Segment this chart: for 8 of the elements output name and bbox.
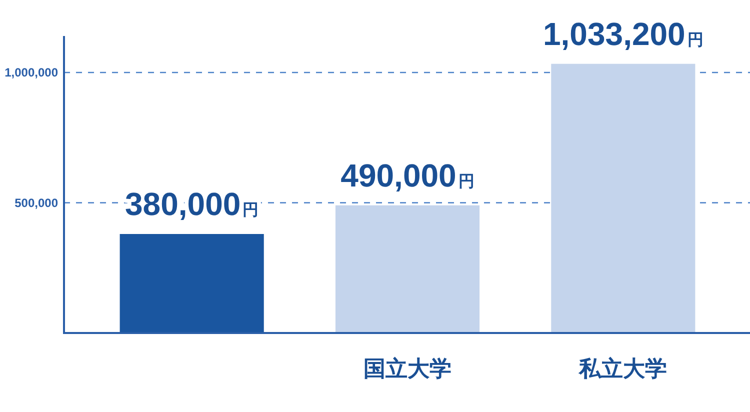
y-tick-label: 500,000 (14, 196, 58, 210)
bar (335, 205, 480, 333)
bar (551, 64, 696, 333)
data-label: 380,000円 (124, 186, 259, 222)
bar (120, 234, 264, 333)
y-tick-label: 1,000,000 (4, 66, 58, 80)
x-tick-label: 国立大学 (364, 356, 452, 381)
x-tick-label: 私立大学 (578, 356, 668, 381)
